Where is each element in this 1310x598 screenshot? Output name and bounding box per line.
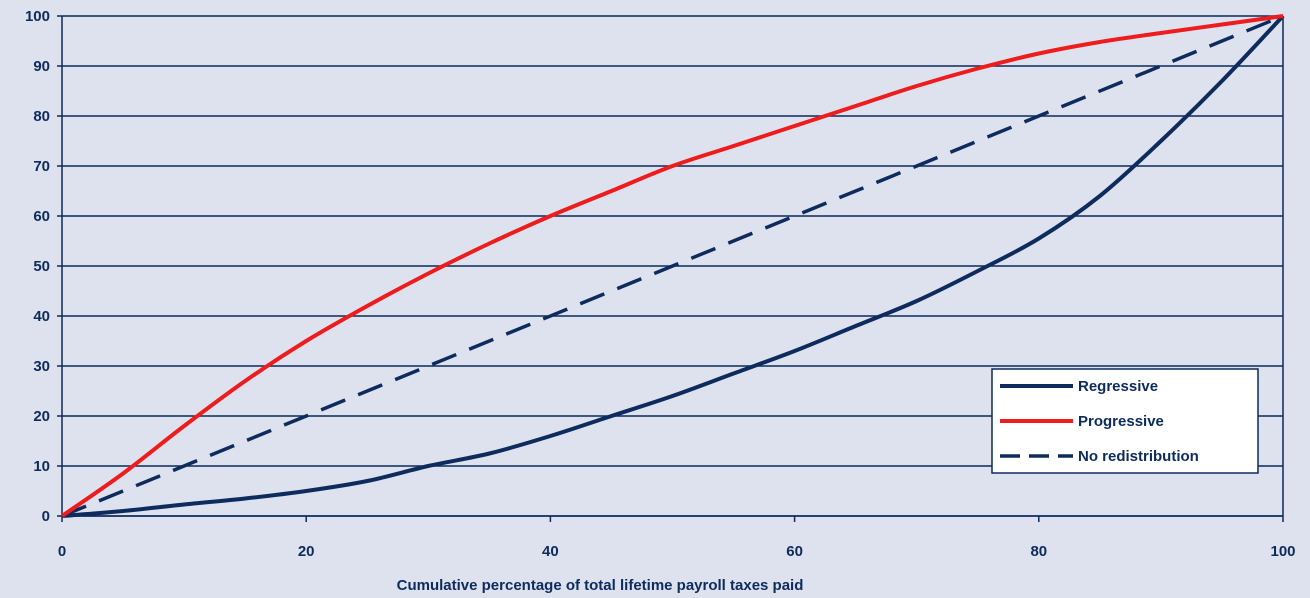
x-tick-label: 20 <box>298 543 315 560</box>
series-line-no-redistribution <box>61 14 1284 518</box>
x-tick-label: 100 <box>1270 543 1295 560</box>
legend-label: No redistribution <box>1078 448 1199 465</box>
x-tick-label: 0 <box>58 543 66 560</box>
y-tick-label: 100 <box>25 8 50 25</box>
legend-label: Progressive <box>1078 413 1164 430</box>
y-tick-label: 70 <box>33 158 50 175</box>
legend-label: Regressive <box>1078 378 1158 395</box>
series-line-progressive <box>60 14 1284 518</box>
y-tick-label: 50 <box>33 258 50 275</box>
tick-labels: 0 10 20 30 40 50 60 70 80 90 100 0 20 40 60 80 100 <box>25 8 1296 560</box>
x-tick-label: 40 <box>542 543 559 560</box>
y-tick-label: 60 <box>33 208 50 225</box>
series-line-regressive <box>61 14 1285 518</box>
y-tick-label: 30 <box>33 358 50 375</box>
y-tick-label: 90 <box>33 58 50 75</box>
y-tick-label: 0 <box>42 508 50 525</box>
y-tick-label: 10 <box>33 458 50 475</box>
y-tick-label: 40 <box>33 308 50 325</box>
legend-items: Regressive Progressive No redistribution <box>1000 378 1199 465</box>
legend: Regressive Progressive No redistribution <box>991 368 1259 474</box>
x-tick-label: 60 <box>786 543 803 560</box>
axes <box>57 15 1284 522</box>
x-axis-title: Cumulative percentage of total lifetime … <box>397 577 804 594</box>
x-tick-label: 80 <box>1030 543 1047 560</box>
series-lines <box>60 14 1285 518</box>
y-tick-label: 80 <box>33 108 50 125</box>
y-tick-label: 20 <box>33 408 50 425</box>
